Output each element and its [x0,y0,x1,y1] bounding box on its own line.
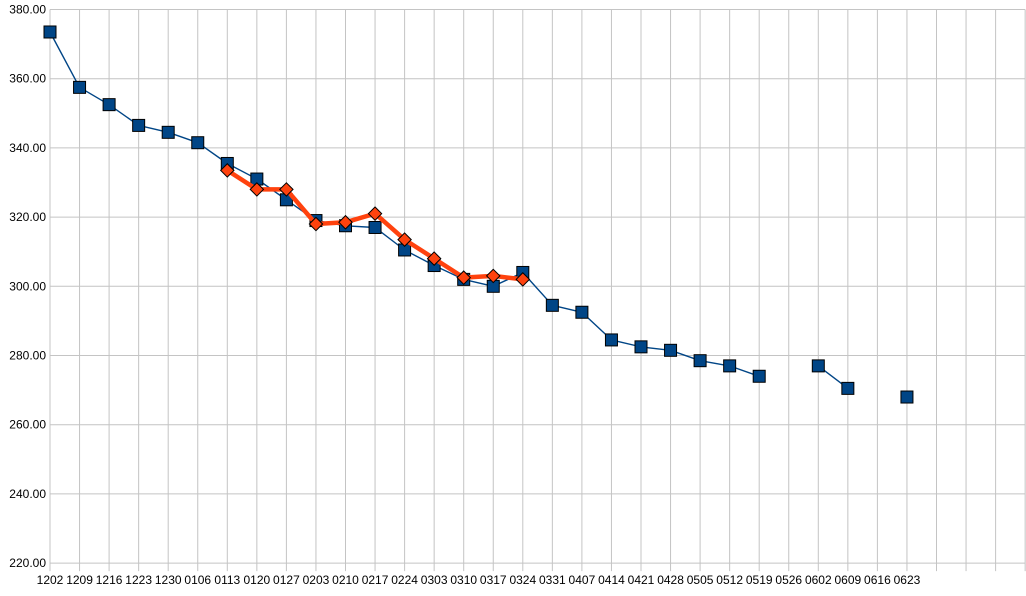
x-axis-tick-label: 0512 [716,573,743,587]
series-1-square-marker [604,333,618,347]
x-axis-tick-label: 0310 [450,573,477,587]
series-1-square-marker [841,381,855,395]
series-1-square-marker [368,220,382,234]
x-axis-tick-label: 0324 [509,573,536,587]
y-axis-tick-label: 260.00 [9,418,46,432]
x-axis-tick-label: 0120 [243,573,270,587]
series-1-square-marker [102,98,116,112]
series-1-square-marker [132,118,146,132]
series-1-square-marker [693,354,707,368]
x-axis-tick-label: 0317 [480,573,507,587]
series-1-square-marker [73,80,87,94]
x-axis-tick-label: 0113 [214,573,240,587]
x-axis-tick-label: 1202 [37,573,64,587]
series-1-square-marker [161,125,175,139]
series-2-diamond-marker [249,182,265,197]
series-2-diamond-marker [338,214,353,230]
x-axis-tick-label: 0106 [184,573,211,587]
y-axis-tick-label: 380.00 [9,3,46,17]
series-2-diamond-marker [426,251,442,266]
series-2-diamond-marker [397,232,412,247]
series-2-diamond-marker [456,270,472,286]
x-axis-tick-label: 0203 [303,573,330,587]
x-axis-tick-label: 0616 [864,573,891,587]
series-2-diamond-marker [485,268,501,284]
y-axis-tick-label: 360.00 [9,72,46,86]
series-1-square-marker [900,390,914,404]
x-axis-tick-label: 0519 [746,573,773,587]
series-1-square-marker [634,340,648,354]
series-2-diamond-marker [308,216,324,232]
series-1-square-marker [811,359,825,373]
x-axis-tick-label: 1209 [66,573,93,587]
series-1-square-marker [43,25,57,39]
series-1-line [50,32,907,397]
series-2-diamond-marker [367,206,383,221]
series-1-square-marker [752,369,766,383]
y-axis-tick-label: 320.00 [9,210,46,224]
series-2-diamond-marker [219,163,235,178]
series-1-square-marker [575,305,589,319]
y-axis-tick-label: 220.00 [9,556,46,570]
x-axis-tick-label: 0217 [362,573,389,587]
x-axis-tick-label: 0127 [273,573,300,587]
y-axis-tick-label: 300.00 [9,279,46,293]
x-axis-tick-label: 1216 [96,573,123,587]
series-2-diamond-marker [279,182,294,197]
y-axis-tick-label: 240.00 [9,487,46,501]
series-1-square-marker [723,359,737,373]
series-1-square-marker [664,343,678,357]
y-axis-tick-label: 340.00 [9,141,46,155]
x-axis-tick-label: 0303 [421,573,448,587]
x-axis-tick-label: 1223 [125,573,152,587]
x-axis-tick-label: 0331 [539,573,566,587]
x-axis-tick-label: 0421 [628,573,655,587]
x-axis-tick-label: 0210 [332,573,359,587]
x-axis-tick-label: 1230 [155,573,182,587]
series-1-square-marker [191,136,205,150]
y-axis-tick-label: 280.00 [9,349,46,363]
x-axis-tick-label: 0609 [834,573,861,587]
x-axis-tick-label: 0224 [391,573,418,587]
series-1-square-marker [545,298,559,312]
x-axis-tick-label: 0526 [775,573,802,587]
x-axis-tick-label: 0428 [657,573,684,587]
series-2-diamond-marker [515,272,531,287]
x-axis-tick-label: 0623 [894,573,921,587]
x-axis-tick-label: 0505 [687,573,714,587]
x-axis-tick-label: 0414 [598,573,625,587]
x-axis-tick-label: 0407 [569,573,596,587]
x-axis-tick-label: 0602 [805,573,832,587]
